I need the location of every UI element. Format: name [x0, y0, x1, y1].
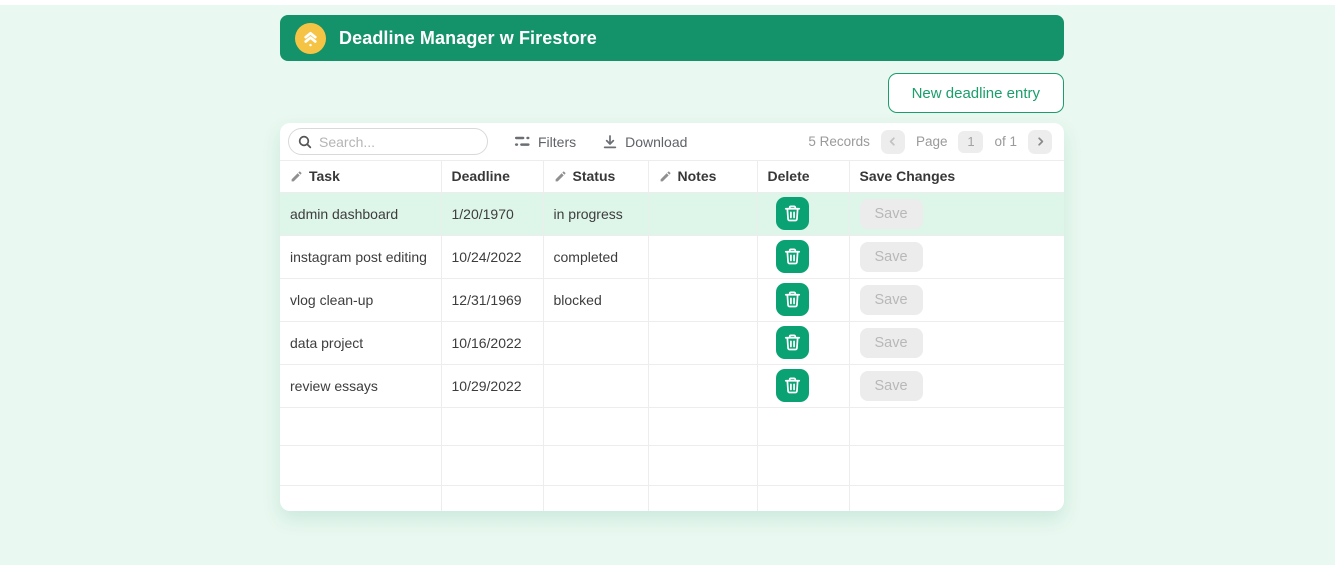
- notes-cell[interactable]: [648, 321, 758, 365]
- column-header-label: Deadline: [451, 168, 510, 185]
- trash-icon: [783, 204, 802, 223]
- delete-cell: [757, 192, 850, 236]
- table-row[interactable]: data project 10/16/2022 Save: [280, 321, 1064, 365]
- column-header[interactable]: Task: [280, 161, 442, 193]
- edit-pencil-icon: [554, 170, 567, 183]
- download-label: Download: [625, 133, 688, 150]
- trash-icon: [783, 333, 802, 352]
- search-box: [288, 128, 488, 155]
- column-header-label: Status: [572, 168, 616, 185]
- save-cell: Save: [849, 321, 1064, 365]
- prev-page-button[interactable]: [880, 129, 905, 154]
- deadline-cell[interactable]: 10/16/2022: [441, 321, 544, 365]
- status-cell[interactable]: [543, 364, 649, 408]
- deadline-cell[interactable]: 1/20/1970: [441, 192, 544, 236]
- deadline-cell[interactable]: 10/29/2022: [441, 364, 544, 408]
- page-total: of 1: [994, 134, 1017, 149]
- deadlines-table: Task Deadline Status Notes: [280, 161, 1064, 511]
- records-count: 5 Records: [808, 134, 870, 149]
- save-cell: Save: [849, 192, 1064, 236]
- task-cell[interactable]: admin dashboard: [280, 192, 442, 236]
- search-input[interactable]: [288, 128, 488, 155]
- actions-row: New deadline entry: [280, 73, 1064, 113]
- column-header-label: Save Changes: [859, 168, 956, 185]
- deadline-cell[interactable]: 12/31/1969: [441, 278, 544, 322]
- app-header: Deadline Manager w Firestore: [280, 15, 1064, 61]
- trash-icon: [783, 247, 802, 266]
- empty-table-row: [280, 485, 1064, 511]
- delete-row-button[interactable]: [775, 197, 809, 230]
- column-header-label: Delete: [767, 168, 810, 185]
- save-row-button[interactable]: Save: [859, 370, 923, 401]
- status-cell[interactable]: completed: [543, 235, 649, 279]
- next-page-button[interactable]: [1028, 129, 1052, 154]
- column-header-label: Notes: [677, 168, 717, 185]
- save-row-button[interactable]: Save: [859, 198, 923, 229]
- task-cell[interactable]: instagram post editing: [280, 235, 442, 279]
- table-row[interactable]: instagram post editing 10/24/2022 comple…: [280, 235, 1064, 279]
- column-header[interactable]: Save Changes: [849, 161, 1064, 193]
- status-cell[interactable]: [543, 321, 649, 365]
- delete-cell: [757, 321, 850, 365]
- column-header[interactable]: Notes: [648, 161, 758, 193]
- edit-pencil-icon: [290, 170, 303, 183]
- empty-table-row: [280, 445, 1064, 486]
- save-row-button[interactable]: Save: [859, 284, 923, 315]
- column-header[interactable]: Status: [543, 161, 649, 193]
- status-cell[interactable]: in progress: [543, 192, 649, 236]
- column-header-label: Task: [309, 168, 340, 185]
- new-deadline-entry-button[interactable]: New deadline entry: [887, 73, 1064, 113]
- notes-cell[interactable]: [648, 192, 758, 236]
- filters-button[interactable]: Filters: [514, 133, 576, 150]
- data-grid-card: Filters Download 5 Records: [280, 123, 1064, 511]
- notes-cell[interactable]: [648, 278, 758, 322]
- page-number-box[interactable]: 1: [958, 130, 984, 153]
- edit-pencil-icon: [659, 170, 672, 183]
- save-row-button[interactable]: Save: [859, 241, 923, 272]
- delete-row-button[interactable]: [775, 326, 809, 359]
- chevron-right-icon: [1034, 135, 1047, 148]
- trash-icon: [783, 376, 802, 395]
- save-cell: Save: [849, 235, 1064, 279]
- download-icon: [602, 134, 618, 150]
- column-header[interactable]: Deadline: [441, 161, 544, 193]
- table-row[interactable]: review essays 10/29/2022 Save: [280, 364, 1064, 408]
- pagination: 5 Records Page 1 of 1: [808, 129, 1052, 154]
- app-container: Deadline Manager w Firestore New deadlin…: [280, 0, 1064, 511]
- chevron-left-icon: [886, 135, 899, 148]
- table-row[interactable]: vlog clean-up 12/31/1969 blocked Save: [280, 278, 1064, 322]
- trash-icon: [783, 290, 802, 309]
- save-cell: Save: [849, 278, 1064, 322]
- task-cell[interactable]: data project: [280, 321, 442, 365]
- page-label: Page: [915, 134, 948, 149]
- filters-label: Filters: [538, 133, 577, 150]
- page-title: Deadline Manager w Firestore: [339, 27, 597, 48]
- delete-row-button[interactable]: [775, 369, 809, 402]
- table-header-row: Task Deadline Status Notes: [280, 161, 1064, 193]
- download-button[interactable]: Download: [602, 134, 687, 150]
- table-row[interactable]: admin dashboard 1/20/1970 in progress Sa…: [280, 192, 1064, 236]
- task-cell[interactable]: review essays: [280, 364, 442, 408]
- save-row-button[interactable]: Save: [859, 327, 923, 358]
- delete-cell: [757, 364, 850, 408]
- task-cell[interactable]: vlog clean-up: [280, 278, 442, 322]
- save-cell: Save: [849, 364, 1064, 408]
- empty-table-row: [280, 407, 1064, 446]
- deadline-cell[interactable]: 10/24/2022: [441, 235, 544, 279]
- filter-list-icon: [514, 133, 531, 150]
- grid-toolbar: Filters Download 5 Records: [280, 123, 1064, 161]
- notes-cell[interactable]: [648, 235, 758, 279]
- search-icon: [297, 134, 313, 150]
- delete-cell: [757, 278, 850, 322]
- app-logo: [295, 22, 326, 54]
- delete-row-button[interactable]: [775, 283, 809, 316]
- status-cell[interactable]: blocked: [543, 278, 649, 322]
- notes-cell[interactable]: [648, 364, 758, 408]
- delete-cell: [757, 235, 850, 279]
- column-header[interactable]: Delete: [757, 161, 850, 193]
- double-chevron-up-icon: [300, 28, 321, 49]
- delete-row-button[interactable]: [775, 240, 809, 273]
